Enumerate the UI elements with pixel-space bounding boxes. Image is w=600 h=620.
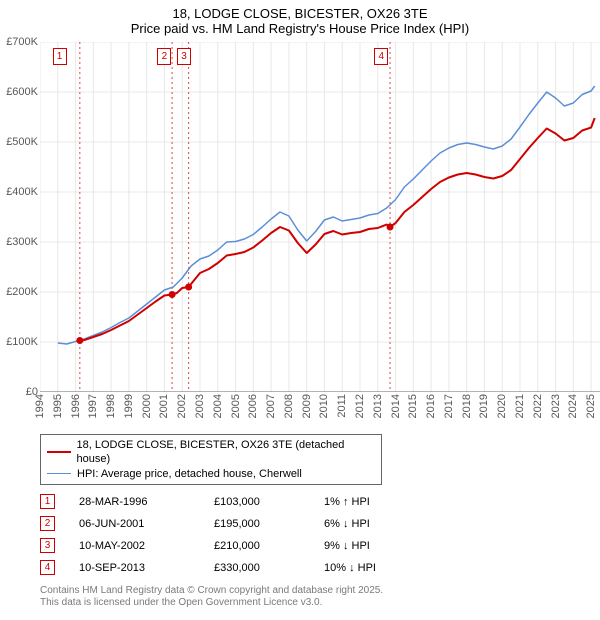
x-axis-tick-label: 2021 [514,394,526,418]
y-axis-tick-label: £400K [6,186,38,198]
y-axis-tick-label: £700K [6,36,38,48]
x-axis-tick-label: 2020 [496,394,508,418]
y-axis-tick-label: £200K [6,286,38,298]
sale-date: 10-MAY-2002 [79,540,214,552]
legend-swatch [47,473,71,474]
x-axis-tick-label: 2010 [318,394,330,418]
chart-title-block: 18, LODGE CLOSE, BICESTER, OX26 3TE Pric… [0,0,600,38]
y-axis-tick-label: £300K [6,236,38,248]
sale-price: £210,000 [214,540,324,552]
sale-hpi-delta: 6% ↓ HPI [324,518,414,530]
x-axis-tick-label: 2013 [372,394,384,418]
x-axis-tick-label: 1996 [70,394,82,418]
x-axis-tick-label: 1997 [87,394,99,418]
x-axis-tick-label: 2016 [425,394,437,418]
sale-number-badge: 1 [40,494,55,509]
x-axis-tick-label: 2015 [407,394,419,418]
sale-date: 28-MAR-1996 [79,496,214,508]
x-axis-tick-label: 2011 [336,394,348,418]
sale-date: 10-SEP-2013 [79,562,214,574]
x-axis-tick-label: 2008 [283,394,295,418]
legend-label: 18, LODGE CLOSE, BICESTER, OX26 3TE (det… [77,438,375,467]
x-axis-tick-label: 2019 [478,394,490,418]
x-axis-tick-label: 2025 [585,394,597,418]
legend-swatch [47,451,71,453]
y-axis-tick-label: £100K [6,336,38,348]
sale-record: 3 10-MAY-2002£210,0009% ↓ HPI [40,535,600,557]
x-axis-tick-label: 1995 [52,394,64,418]
x-axis-tick-label: 2007 [265,394,277,418]
sale-price: £103,000 [214,496,324,508]
y-axis-tick-label: £600K [6,86,38,98]
x-axis-tick-label: 2001 [158,394,170,418]
sale-marker-badge: 4 [374,48,388,65]
sale-price: £195,000 [214,518,324,530]
sale-marker-badge: 1 [53,48,67,65]
x-axis-tick-label: 2006 [247,394,259,418]
x-axis-tick-label: 2022 [532,394,544,418]
x-axis-tick-label: 1999 [123,394,135,418]
sale-record: 1 28-MAR-1996£103,0001% ↑ HPI [40,491,600,513]
title-line1: 18, LODGE CLOSE, BICESTER, OX26 3TE [0,6,600,21]
sales-history-table: 1 28-MAR-1996£103,0001% ↑ HPI 2 06-JUN-2001… [40,491,600,579]
legend-item-property: 18, LODGE CLOSE, BICESTER, OX26 3TE (det… [47,438,375,467]
title-line2: Price paid vs. HM Land Registry's House … [0,21,600,36]
x-axis-tick-label: 1998 [105,394,117,418]
x-axis-tick-label: 1994 [34,394,46,418]
sale-price: £330,000 [214,562,324,574]
line-chart [40,42,600,392]
x-axis-tick-label: 2004 [212,394,224,418]
sale-date: 06-JUN-2001 [79,518,214,530]
footnote-line1: Contains HM Land Registry data © Crown c… [40,585,600,598]
sale-number-badge: 3 [40,538,55,553]
x-axis-tick-label: 2023 [550,394,562,418]
x-axis-tick-label: 2018 [461,394,473,418]
x-axis-tick-label: 2000 [141,394,153,418]
y-axis-tick-label: £500K [6,136,38,148]
sale-record: 4 10-SEP-2013£330,00010% ↓ HPI [40,557,600,579]
copyright-footnote: Contains HM Land Registry data © Crown c… [40,585,600,610]
sale-hpi-delta: 9% ↓ HPI [324,540,414,552]
footnote-line2: This data is licensed under the Open Gov… [40,597,600,610]
sale-hpi-delta: 10% ↓ HPI [324,562,414,574]
x-axis-tick-label: 2024 [567,394,579,418]
x-axis-tick-label: 2012 [354,394,366,418]
sale-number-badge: 4 [40,560,55,575]
sale-hpi-delta: 1% ↑ HPI [324,496,414,508]
sale-marker-badge: 2 [157,48,171,65]
x-axis-tick-label: 2014 [390,394,402,418]
x-axis-tick-label: 2002 [176,394,188,418]
chart-area: £0£100K£200K£300K£400K£500K£600K£700K199… [40,42,600,432]
x-axis-tick-label: 2005 [230,394,242,418]
sale-number-badge: 2 [40,516,55,531]
x-axis-tick-label: 2003 [194,394,206,418]
x-axis-tick-label: 2017 [443,394,455,418]
sale-marker-badge: 3 [177,48,191,65]
legend: 18, LODGE CLOSE, BICESTER, OX26 3TE (det… [40,434,382,485]
sale-record: 2 06-JUN-2001£195,0006% ↓ HPI [40,513,600,535]
x-axis-tick-label: 2009 [301,394,313,418]
legend-item-hpi: HPI: Average price, detached house, Cher… [47,467,375,481]
legend-label: HPI: Average price, detached house, Cher… [77,467,302,481]
